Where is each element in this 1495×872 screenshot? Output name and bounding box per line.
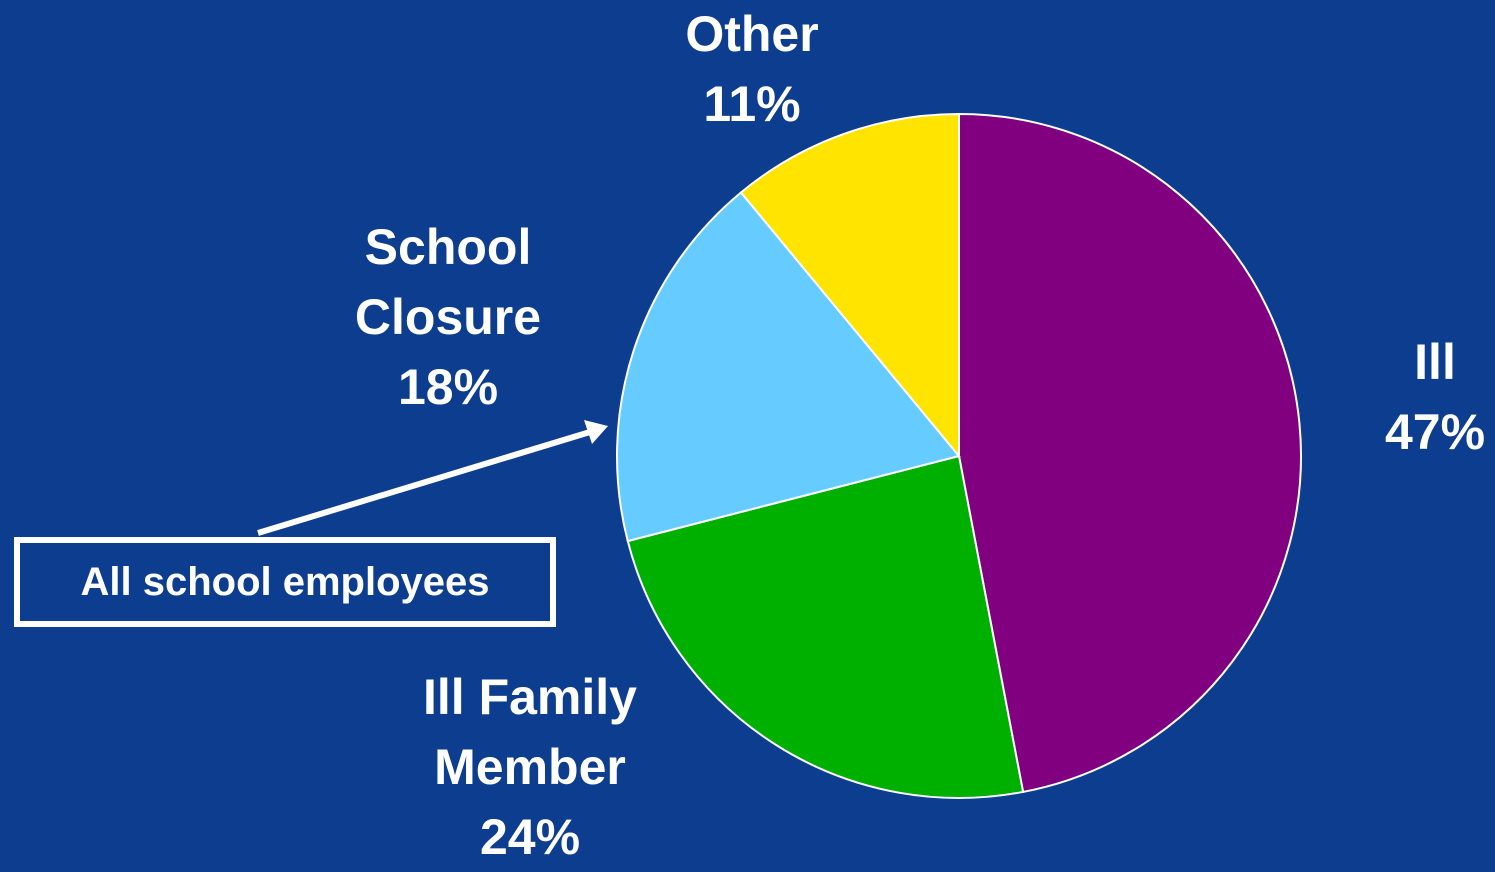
pie-slice-ill	[958, 112, 1302, 794]
label-family-line2: Member	[434, 739, 626, 795]
label-ill-pct: 47%	[1384, 404, 1486, 460]
label-family-line1: Ill Family	[423, 669, 637, 725]
label-ill-family-member: Ill Family Member 24%	[380, 662, 680, 872]
pie-slice-other	[739, 112, 960, 459]
label-school-line1: School	[364, 219, 532, 275]
label-other-name: Other	[685, 6, 819, 62]
label-ill-name: Ill	[1414, 334, 1456, 390]
pie-slice-ill-family-member	[626, 454, 1025, 799]
label-school-pct: 18%	[397, 359, 499, 415]
callout-text: All school employees	[80, 560, 490, 604]
label-other: Other 11%	[652, 0, 852, 139]
label-other-pct: 11%	[703, 76, 801, 132]
label-school-closure: School Closure 18%	[318, 212, 578, 422]
callout-arrow	[257, 420, 608, 536]
label-family-pct: 24%	[479, 809, 581, 865]
callout-box: All school employees	[14, 537, 556, 627]
label-school-line2: Closure	[354, 289, 542, 345]
pie-slice-school-closure	[616, 191, 961, 543]
label-ill: Ill 47%	[1360, 327, 1495, 467]
